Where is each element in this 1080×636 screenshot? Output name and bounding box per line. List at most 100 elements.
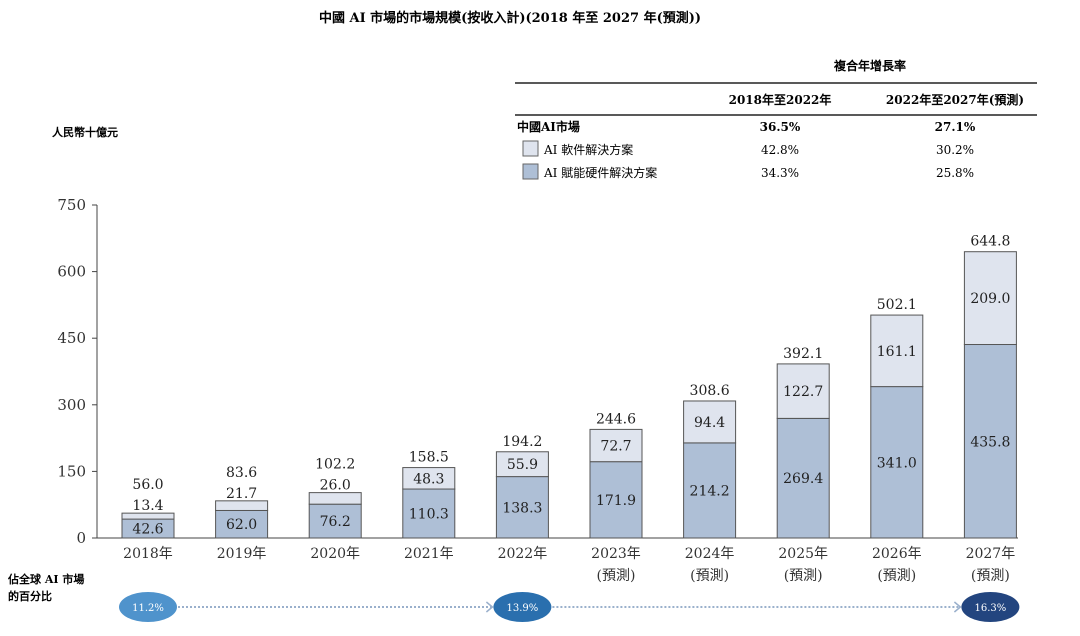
y-axis-label: 人民幣十億元 bbox=[52, 125, 118, 139]
segment-label: 110.3 bbox=[409, 507, 449, 523]
cagr-table: 複合年增長率 2018年至2022年 2022年至2027年(預測) 中國AI市… bbox=[515, 58, 1037, 180]
share-bubble bbox=[493, 592, 552, 622]
total-label: 244.6 bbox=[596, 411, 636, 427]
cagr-value: 42.8% bbox=[761, 143, 799, 157]
share-label: 佔全球 AI 市場 bbox=[7, 572, 84, 586]
forecast-label: (預測) bbox=[597, 568, 636, 584]
forecast-label: (預測) bbox=[971, 568, 1010, 584]
segment-label: 214.2 bbox=[690, 483, 730, 499]
cagr-row-label: AI 賦能硬件解決方案 bbox=[543, 165, 657, 180]
cagr-col-2: 2022年至2027年(預測) bbox=[886, 92, 1024, 107]
segment-label: 13.4 bbox=[132, 498, 163, 514]
cagr-heading: 複合年增長率 bbox=[833, 58, 906, 73]
bar-segment bbox=[589, 428, 643, 463]
bar-segment bbox=[963, 251, 1017, 346]
total-label: 194.2 bbox=[502, 434, 542, 450]
x-tick-label: 2020年 bbox=[310, 546, 360, 562]
forecast-label: (預測) bbox=[690, 568, 729, 584]
bar-segment bbox=[589, 461, 643, 539]
legend-swatch bbox=[522, 163, 539, 180]
cagr-row-label: 中國AI市場 bbox=[517, 119, 580, 134]
cagr-value: 36.5% bbox=[760, 120, 801, 134]
cagr-rows: 中國AI市場 36.5% 27.1% AI 軟件解決方案 42.8% 30.2% AI 賦能… bbox=[517, 119, 976, 180]
y-tick-label: 750 bbox=[57, 196, 86, 214]
segment-label: 171.9 bbox=[596, 493, 636, 509]
total-label: 158.5 bbox=[409, 450, 449, 466]
arrow-icon bbox=[485, 601, 494, 613]
cagr-value: 25.8% bbox=[936, 166, 974, 180]
x-tick-label: 2022年 bbox=[498, 546, 548, 562]
forecast-label: (預測) bbox=[784, 568, 823, 584]
segment-label: 26.0 bbox=[320, 478, 351, 494]
x-tick-label: 2018年 bbox=[123, 546, 173, 562]
share-bubble bbox=[119, 592, 177, 622]
cagr-value: 34.3% bbox=[761, 166, 799, 180]
segment-label: 94.4 bbox=[694, 415, 725, 431]
x-tick-label: 2024年 bbox=[685, 546, 735, 562]
bar-segment bbox=[215, 500, 269, 511]
segment-label: 72.7 bbox=[600, 439, 631, 455]
bar-segment bbox=[495, 476, 549, 539]
x-tick-label: 2026年 bbox=[872, 546, 922, 562]
share-value: 13.9% bbox=[507, 603, 539, 614]
segment-label: 435.8 bbox=[970, 434, 1010, 450]
bar-segment bbox=[776, 417, 830, 539]
chart-title: 中國 AI 市場的市場規模(按收入計)(2018 年至 2027 年(預測)) bbox=[319, 10, 701, 26]
segment-label: 21.7 bbox=[226, 486, 257, 502]
bars: 2018年 42.6 13.4 56.0 2019年 62.0 21.7 83.6 2020年 7… bbox=[121, 234, 1017, 584]
share-value: 16.3% bbox=[975, 603, 1007, 614]
bar-segment bbox=[402, 467, 456, 490]
cagr-row-label: AI 軟件解決方案 bbox=[543, 142, 633, 157]
bar-segment bbox=[215, 509, 269, 539]
y-tick-label: 300 bbox=[57, 396, 86, 414]
y-tick-label: 150 bbox=[57, 462, 86, 480]
y-tick-label: 600 bbox=[57, 263, 86, 281]
segment-label: 161.1 bbox=[877, 344, 917, 360]
x-tick-label: 2025年 bbox=[778, 546, 828, 562]
share-label: 的百分比 bbox=[8, 589, 52, 603]
segment-label: 48.3 bbox=[413, 471, 444, 487]
y-tick-label: 0 bbox=[76, 529, 86, 547]
segment-label: 42.6 bbox=[132, 522, 163, 538]
segment-label: 76.2 bbox=[320, 514, 351, 530]
total-label: 56.0 bbox=[132, 477, 163, 493]
segment-label: 269.4 bbox=[783, 471, 823, 487]
bar-segment bbox=[121, 512, 175, 520]
total-label: 392.1 bbox=[783, 346, 823, 362]
segment-label: 55.9 bbox=[507, 457, 538, 473]
cagr-col-1: 2018年至2022年 bbox=[729, 92, 832, 107]
bar-segment bbox=[963, 344, 1017, 539]
bar-segment bbox=[308, 492, 362, 505]
total-label: 102.2 bbox=[315, 457, 355, 473]
cagr-value: 27.1% bbox=[935, 120, 976, 134]
share-bubble bbox=[961, 592, 1020, 622]
y-tick-label: 450 bbox=[57, 329, 86, 347]
x-tick-label: 2019年 bbox=[217, 546, 267, 562]
segment-label: 138.3 bbox=[502, 500, 542, 516]
segment-label: 122.7 bbox=[783, 384, 823, 400]
bar-segment bbox=[870, 314, 924, 388]
share-value: 11.2% bbox=[132, 603, 164, 614]
segment-label: 62.0 bbox=[226, 517, 257, 533]
legend-swatch bbox=[522, 140, 539, 157]
bar-segment bbox=[776, 363, 830, 419]
bar-segment bbox=[683, 400, 737, 444]
cagr-value: 30.2% bbox=[936, 143, 974, 157]
arrow-icon bbox=[953, 601, 962, 613]
forecast-label: (預測) bbox=[877, 568, 916, 584]
bar-segment bbox=[402, 488, 456, 539]
total-label: 644.8 bbox=[970, 234, 1010, 250]
total-label: 308.6 bbox=[690, 383, 730, 399]
bar-segment bbox=[870, 386, 924, 539]
total-label: 502.1 bbox=[877, 297, 917, 313]
x-tick-label: 2023年 bbox=[591, 546, 641, 562]
total-label: 83.6 bbox=[226, 465, 257, 481]
segment-label: 209.0 bbox=[970, 291, 1010, 307]
bar-segment bbox=[308, 503, 362, 539]
x-tick-label: 2027年 bbox=[966, 546, 1016, 562]
bar-segment bbox=[683, 442, 737, 539]
segment-label: 341.0 bbox=[877, 455, 917, 471]
